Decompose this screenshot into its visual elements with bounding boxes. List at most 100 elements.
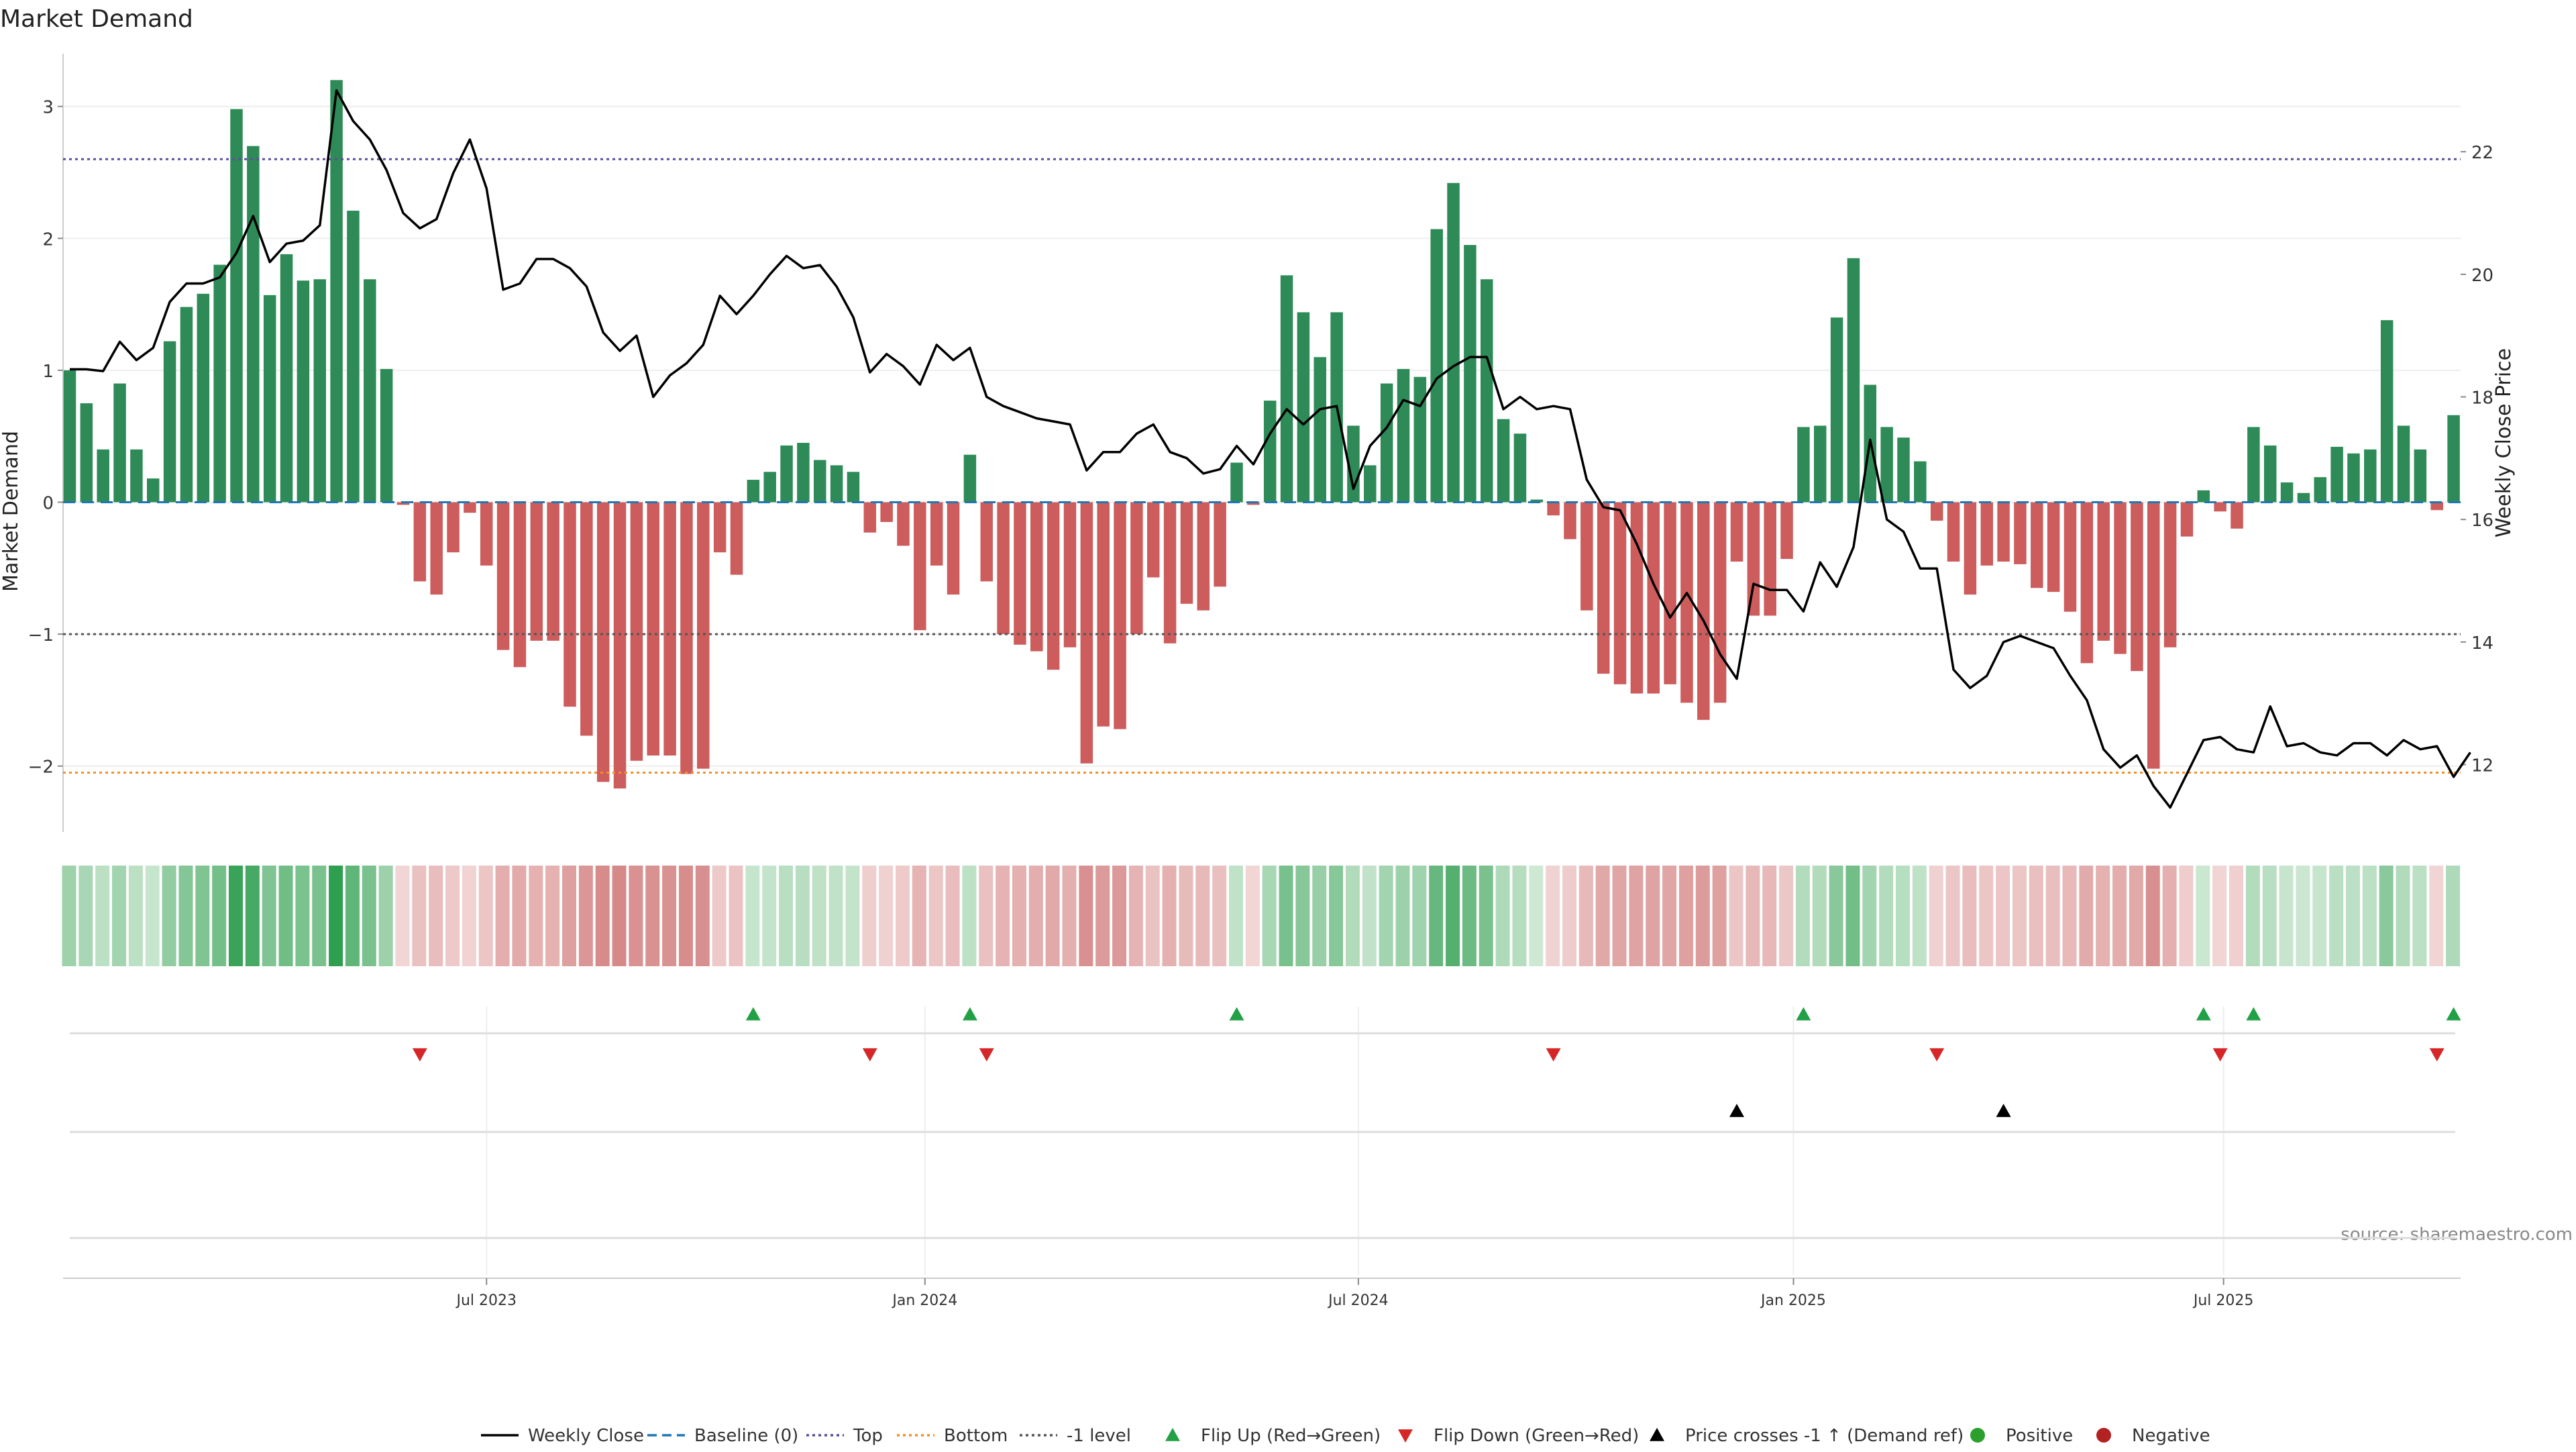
source-note: source: sharemaestro.com: [2341, 1225, 2573, 1245]
heat-strip-cell: [2379, 866, 2394, 966]
heat-strip-cell: [1646, 866, 1660, 966]
heat-strip-cell: [962, 866, 977, 966]
demand-bar-negative: [2063, 502, 2077, 612]
heat-strip-cell: [2112, 866, 2127, 966]
heat-strip-cell: [1912, 866, 1927, 966]
demand-bar-negative: [647, 502, 659, 756]
demand-bar-negative: [863, 502, 877, 533]
demand-bar-positive: [364, 279, 376, 503]
demand-bar-positive: [1830, 317, 1843, 503]
demand-bar-negative: [914, 502, 926, 631]
heat-strip-cell: [2162, 866, 2177, 966]
demand-bar-negative: [2147, 502, 2160, 769]
demand-bar-positive: [2263, 445, 2277, 503]
demand-bar-positive: [2280, 482, 2294, 503]
demand-bar-negative: [1547, 502, 1560, 516]
heat-strip-cell: [595, 866, 610, 966]
heat-strip-cell: [1945, 866, 1960, 966]
demand-bar-negative: [997, 502, 1010, 635]
heat-strip-cell: [1512, 866, 1527, 966]
demand-bar-positive: [1380, 383, 1393, 503]
demand-bar-positive: [180, 307, 193, 503]
demand-bar-negative: [1997, 502, 2010, 562]
demand-bar-negative: [596, 502, 610, 782]
x-tick-label: Jul 2025: [2192, 1292, 2254, 1309]
heat-strip-cell: [395, 866, 410, 966]
heat-strip-cell: [1979, 866, 1994, 966]
legend-label: -1 level: [1067, 1426, 1131, 1446]
heat-strip-cell: [745, 866, 760, 966]
heat-strip-cell: [2296, 866, 2310, 966]
legend-label: Weekly Close: [528, 1426, 644, 1446]
demand-bar-negative: [496, 502, 510, 650]
heat-strip-cell: [2129, 866, 2143, 966]
demand-bar-negative: [1747, 502, 1760, 616]
demand-bar-negative: [2114, 502, 2127, 654]
heat-strip-cell: [845, 866, 860, 966]
heat-strip-cell: [1395, 866, 1410, 966]
demand-bar-negative: [1564, 502, 1576, 539]
demand-bar-negative: [2014, 502, 2027, 564]
demand-bar-positive: [830, 465, 843, 503]
heat-strip-cell: [795, 866, 810, 966]
demand-bar-positive: [1847, 258, 1860, 503]
demand-bar-positive: [2397, 425, 2410, 503]
demand-bar-positive: [1797, 427, 1810, 503]
demand-bar-negative: [1097, 502, 1110, 727]
y-axis-label: Market Demand: [0, 431, 23, 592]
legend-label: Baseline (0): [694, 1426, 798, 1446]
heat-strip-cell: [1479, 866, 1493, 966]
demand-bar-negative: [880, 502, 893, 522]
price-cross-marker: [1996, 1104, 2011, 1117]
demand-bar-positive: [2314, 477, 2326, 503]
heat-strip-cell: [295, 866, 310, 966]
heat-strip-cell: [1028, 866, 1043, 966]
demand-bar-negative: [1597, 502, 1610, 674]
event-markers: [70, 1007, 2461, 1239]
heat-strip-cell: [928, 866, 943, 966]
demand-bar-negative: [2047, 502, 2060, 592]
demand-bar-positive: [1263, 401, 1277, 503]
demand-bar-negative: [1613, 502, 1627, 684]
demand-bar-positive: [2330, 446, 2343, 503]
heat-strip-cell: [262, 866, 276, 966]
demand-bar-negative: [1130, 502, 1143, 635]
demand-bar-positive: [313, 279, 326, 503]
legend-swatch: [2096, 1428, 2111, 1443]
flip-up-marker: [745, 1007, 761, 1021]
demand-bar-positive: [1513, 433, 1527, 503]
heat-strip-cell: [1295, 866, 1310, 966]
demand-bar-negative: [680, 502, 693, 774]
heat-strip-cell: [2345, 866, 2360, 966]
demand-bar-positive: [1914, 461, 1927, 503]
heat-strip-cell: [2429, 866, 2444, 966]
demand-bar-positive: [1464, 245, 1477, 503]
heat-strip-cell: [429, 866, 443, 966]
heat-strip-cell: [1795, 866, 1810, 966]
demand-bar-positive: [1814, 425, 1827, 503]
demand-bar-positive: [2197, 490, 2210, 503]
heat-strip-cell: [195, 866, 210, 966]
heat-strip-cell: [2212, 866, 2227, 966]
demand-bar-negative: [530, 502, 543, 641]
demand-bar-negative: [663, 502, 676, 756]
demand-bar-negative: [2163, 502, 2177, 647]
heat-strip-cell: [1695, 866, 1710, 966]
heat-strip-cell: [1929, 866, 1943, 966]
flip-down-marker: [2429, 1048, 2445, 1061]
heat-strip-cell: [2412, 866, 2427, 966]
heat-strip-cell: [2329, 866, 2344, 966]
demand-bar-negative: [430, 502, 443, 595]
heat-strip-cell: [1345, 866, 1360, 966]
heat-strip-cell: [245, 866, 260, 966]
heat-strip-cell: [78, 866, 93, 966]
demand-bar-negative: [2097, 502, 2110, 641]
x-tick-label: Jul 2024: [1327, 1292, 1389, 1309]
demand-bar-positive: [1297, 312, 1310, 503]
heat-strip-cell: [278, 866, 293, 966]
heat-strip-cell: [362, 866, 376, 966]
heat-strip-cell: [1996, 866, 2010, 966]
demand-bar-negative: [1214, 502, 1226, 587]
demand-bar-negative: [1780, 502, 1793, 560]
